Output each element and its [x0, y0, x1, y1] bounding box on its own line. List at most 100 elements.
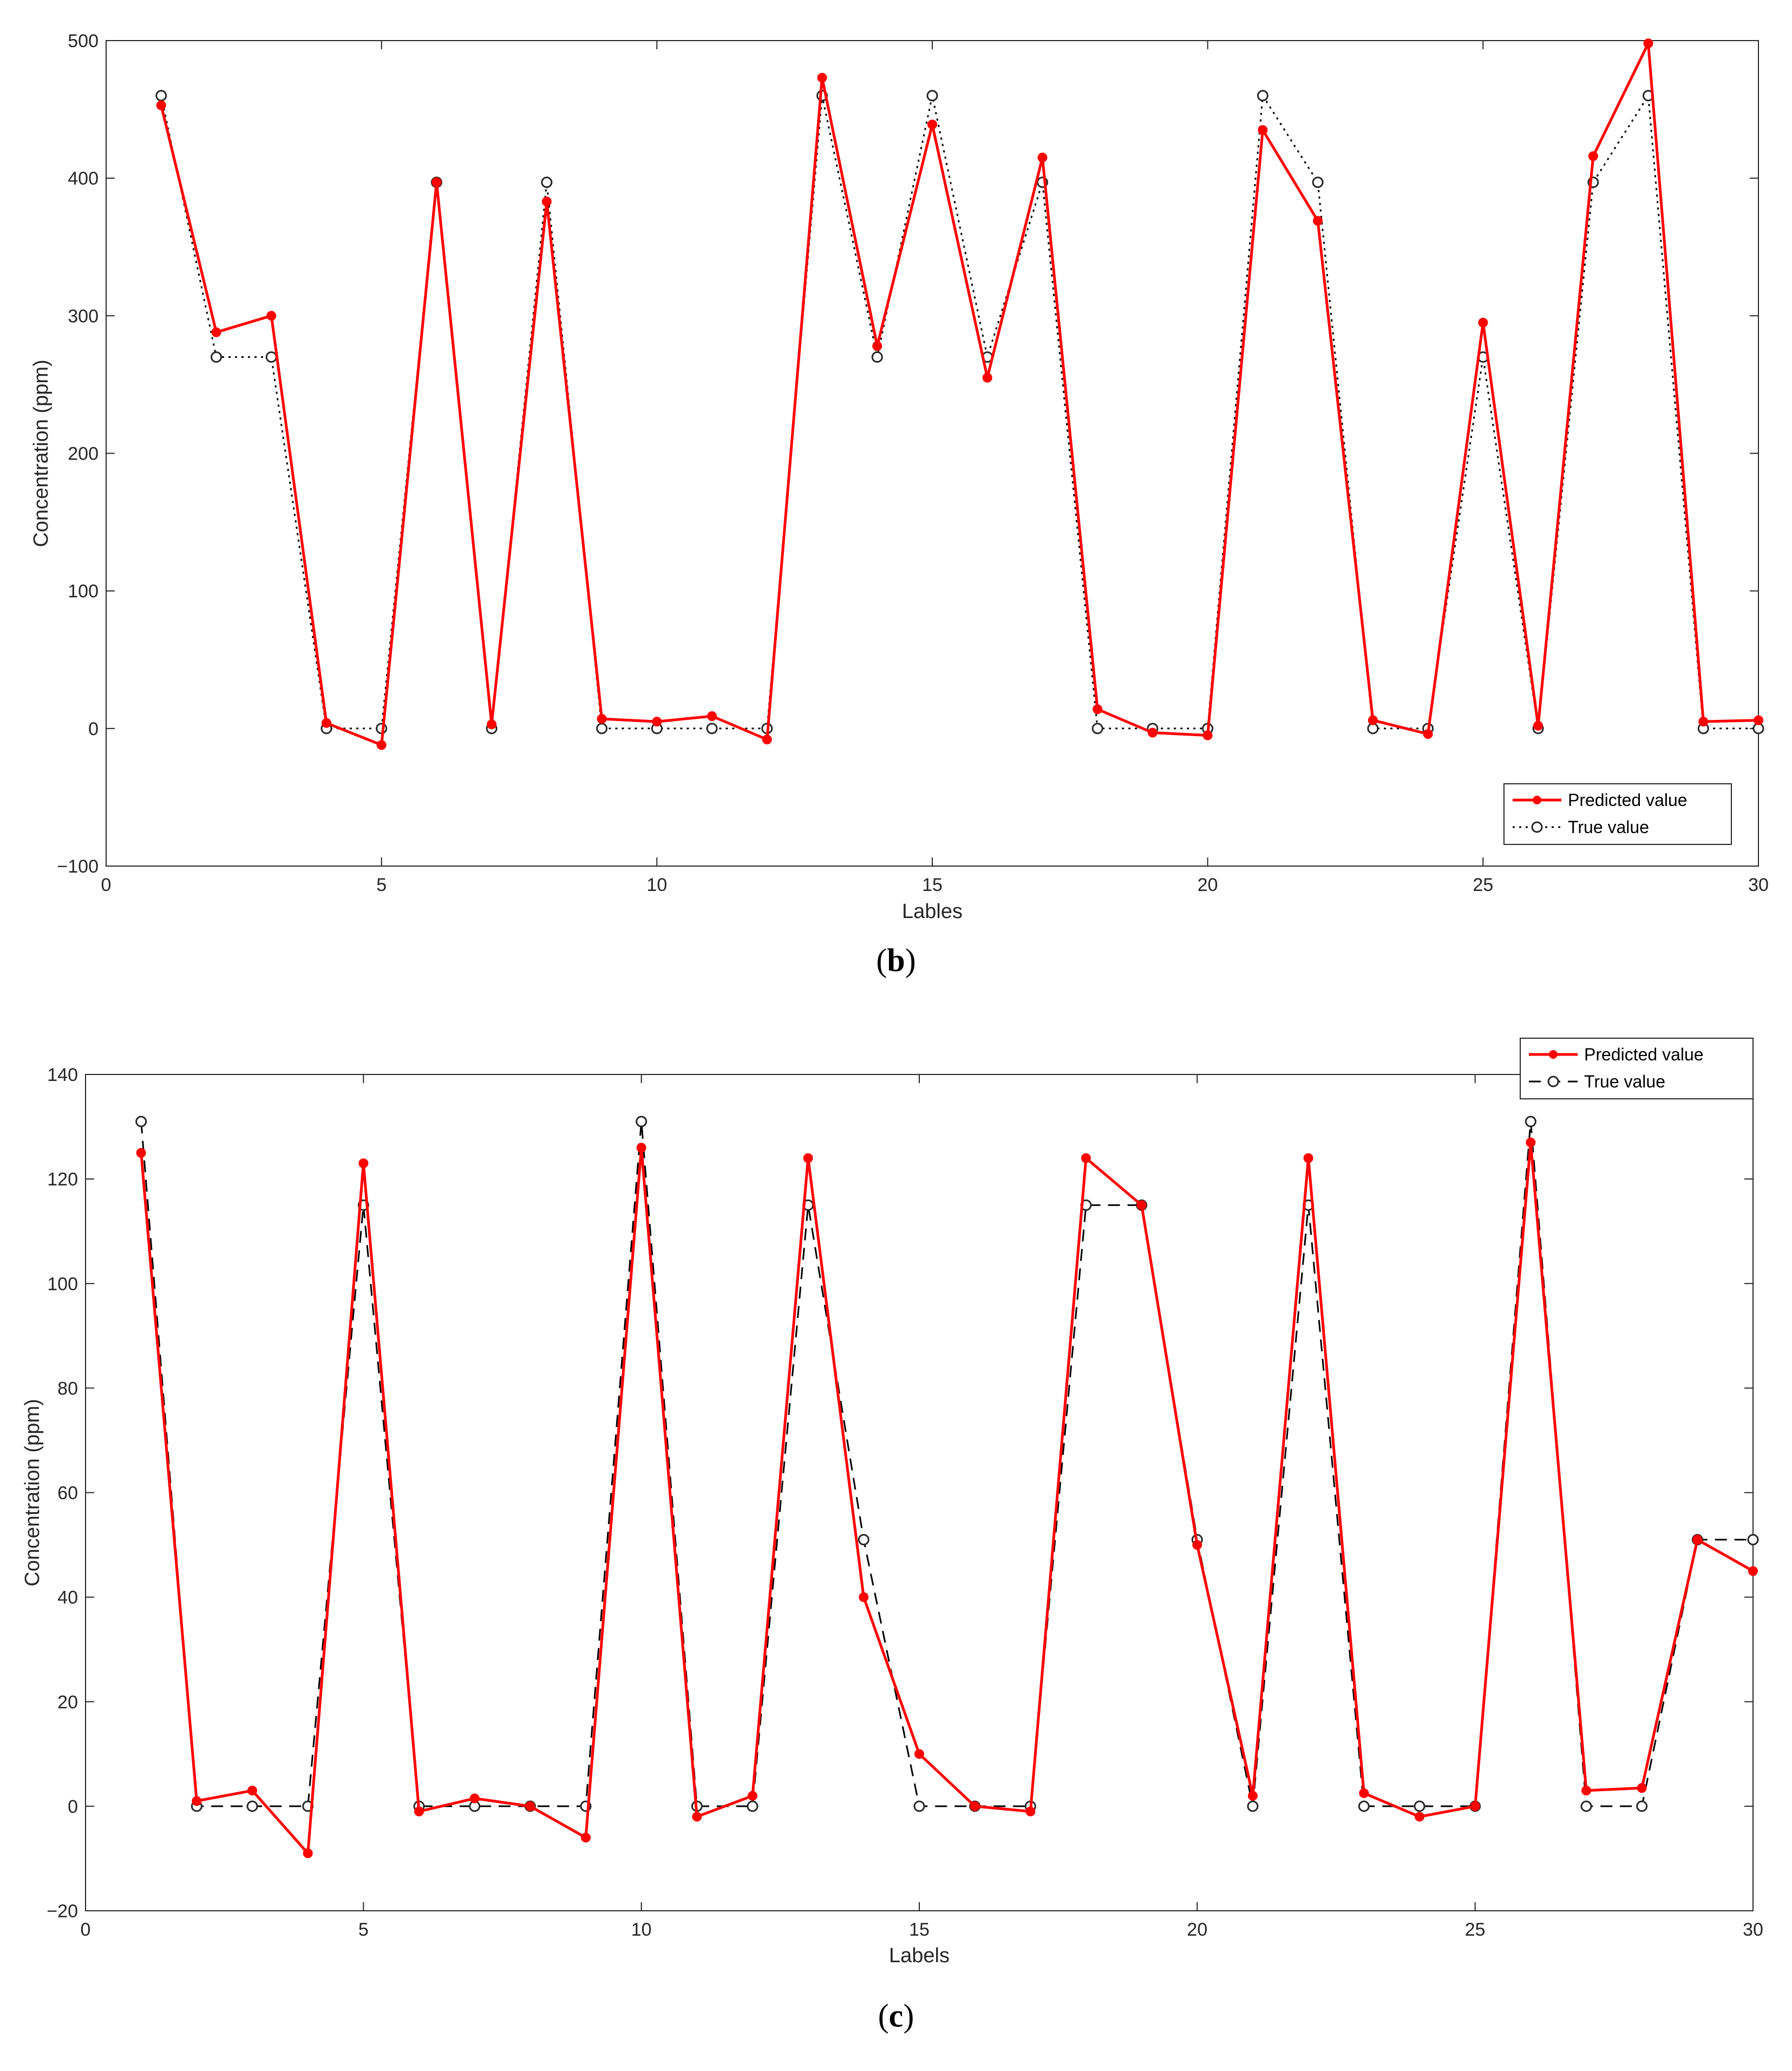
legend-label: Predicted value: [1568, 790, 1688, 810]
y-tick-label: 40: [57, 1588, 78, 1608]
predicted-value-point: [1643, 38, 1653, 49]
x-tick-label: 25: [1465, 1919, 1486, 1940]
predicted-value-point: [1692, 1535, 1703, 1545]
predicted-value-point: [692, 1812, 702, 1822]
legend-label: True value: [1584, 1072, 1665, 1091]
true-value-point: [1580, 1800, 1592, 1812]
predicted-value-point: [1368, 715, 1378, 725]
predicted-value-point: [1581, 1785, 1591, 1795]
true-value-point: [1525, 1116, 1536, 1128]
x-tick-label: 0: [101, 875, 112, 895]
plot-area: [106, 40, 1759, 867]
predicted-value-point: [1698, 717, 1709, 727]
predicted-value-point: [1147, 728, 1157, 738]
true-value-point: [1257, 90, 1268, 102]
predicted-value-point: [541, 196, 552, 207]
true-value-point: [1747, 1533, 1759, 1545]
true-value-point: [596, 723, 608, 735]
predicted-value-point: [1025, 1806, 1036, 1817]
predicted-legend-marker: [1549, 1050, 1558, 1059]
caption-b-letter: b: [887, 942, 905, 978]
predicted-value-point: [211, 327, 221, 337]
predicted-value-point: [156, 100, 166, 110]
y-tick-label: 0: [88, 719, 99, 739]
true-value-point: [913, 1800, 925, 1812]
y-axis-label: Concentration (ppm): [30, 359, 53, 547]
true-value-point: [246, 1800, 258, 1812]
predicted-value-point: [1258, 125, 1268, 135]
predicted-value-point: [192, 1796, 202, 1806]
true-value-point: [1312, 176, 1324, 188]
caption-b: (b): [876, 942, 916, 978]
chart-panel-b: 0 5 10 15 20 25 30−1000100200300400500LablesCo…: [30, 31, 1769, 923]
y-tick-label: 300: [68, 306, 99, 326]
true-value-point: [858, 1533, 869, 1545]
predicted-value-point: [970, 1801, 980, 1811]
predicted-value-point: [914, 1749, 924, 1759]
true-value-point: [1414, 1800, 1425, 1812]
true-value-point: [541, 176, 553, 188]
predicted-value-point: [859, 1592, 869, 1602]
predicted-value-point: [817, 73, 827, 83]
predicted-value-point: [1526, 1137, 1536, 1148]
predicted-value-point: [1533, 720, 1544, 731]
legend: Predicted value True value: [1520, 1038, 1754, 1099]
true-value-point: [926, 90, 938, 102]
x-tick-label: 25: [1473, 875, 1493, 895]
true-value-point: [155, 90, 167, 102]
true-value-point: [1636, 1800, 1648, 1812]
y-tick-label: −20: [47, 1901, 78, 1922]
predicted-value-point: [376, 740, 387, 750]
predicted-value-point: [1313, 215, 1323, 226]
y-tick-label: 60: [57, 1483, 78, 1504]
predicted-value-point: [982, 372, 992, 383]
legend-box: [1503, 783, 1732, 845]
predicted-value-line: [160, 42, 1759, 746]
x-tick-label: 10: [646, 875, 667, 895]
true-value-point: [747, 1800, 758, 1812]
predicted-value-point: [872, 341, 882, 351]
predicted-value-point: [487, 719, 497, 730]
true-value-point: [871, 351, 883, 363]
true-value-point: [1091, 723, 1103, 735]
true-value-point: [1358, 1800, 1370, 1812]
predicted-value-point: [707, 711, 717, 721]
predicted-value-point: [597, 714, 607, 724]
predicted-value-point: [266, 311, 277, 321]
predicted-value-point: [1588, 151, 1598, 161]
predicted-value-point: [414, 1806, 424, 1817]
legend-label: Predicted value: [1584, 1045, 1704, 1064]
predicted-value-point: [1748, 1566, 1758, 1576]
predicted-value-point: [1478, 318, 1488, 328]
x-tick-label: 5: [376, 875, 387, 895]
predicted-value-point: [803, 1153, 813, 1163]
x-tick-label: 20: [1187, 1919, 1207, 1940]
predicted-value-point: [652, 717, 662, 727]
predicted-value-point: [762, 735, 772, 745]
true-value-point: [265, 351, 277, 363]
predicted-value-point: [1136, 1200, 1147, 1210]
x-axis-label: Labels: [889, 1944, 950, 1967]
true-value-point: [135, 1116, 147, 1128]
legend-box: [1520, 1038, 1754, 1099]
predicted-value-point: [358, 1158, 369, 1169]
predicted-value-point: [303, 1848, 313, 1858]
predicted-value-point: [1637, 1783, 1647, 1793]
true-legend-marker: [1547, 1076, 1559, 1087]
y-tick-label: 0: [68, 1797, 78, 1817]
x-tick-label: 30: [1743, 1919, 1763, 1940]
y-tick-label: 100: [47, 1274, 78, 1294]
y-tick-label: 200: [68, 444, 99, 464]
caption-c-letter: c: [888, 1998, 904, 2034]
true-value-point: [706, 723, 718, 735]
predicted-value-point: [469, 1793, 480, 1804]
y-tick-label: −100: [57, 856, 99, 877]
true-value-point: [636, 1116, 648, 1128]
x-tick-label: 5: [358, 1919, 369, 1940]
x-tick-label: 15: [922, 875, 943, 895]
predicted-value-point: [1754, 715, 1763, 725]
chart-panel-c: 0 5 10 15 20 25 30−20020406080100120140LabelsC…: [21, 1038, 1763, 1967]
predicted-value-point: [1093, 704, 1103, 715]
predicted-value-point: [136, 1148, 146, 1158]
